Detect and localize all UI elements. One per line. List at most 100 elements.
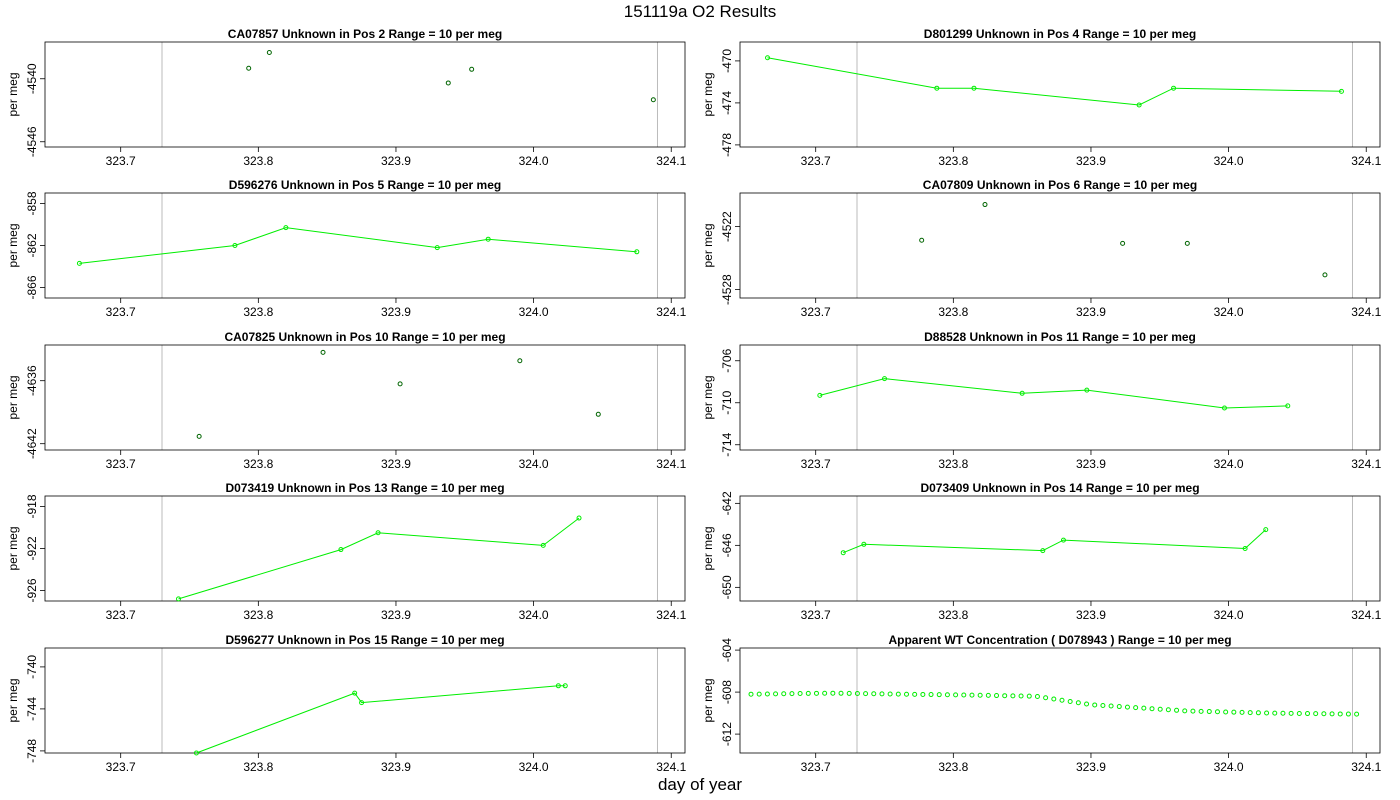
data-point (977, 692, 983, 698)
data-point (1231, 709, 1237, 715)
panel-title: D596277 Unknown in Pos 15 Range = 10 per… (225, 633, 504, 647)
data-point (485, 236, 491, 242)
x-tick-label: 324.1 (656, 457, 686, 471)
x-tick-label: 323.8 (938, 760, 968, 774)
x-tick-label: 323.7 (106, 760, 136, 774)
data-point (1263, 527, 1269, 533)
y-tick-label: -4642 (25, 428, 39, 459)
x-tick-label: 323.8 (243, 457, 273, 471)
data-point (871, 691, 877, 697)
series-line (196, 685, 566, 754)
plot-frame (44, 344, 686, 451)
x-tick-label: 323.7 (801, 305, 831, 319)
data-point (1280, 710, 1286, 716)
series-line (819, 378, 1288, 409)
data-point (1285, 403, 1291, 409)
y-axis-label: per meg (6, 526, 20, 570)
y-tick-label: -706 (720, 348, 734, 372)
data-point (1059, 697, 1065, 703)
y-tick-label: -744 (25, 697, 39, 721)
plot-frame (739, 495, 1381, 602)
data-point (434, 245, 440, 251)
x-tick-label: 324.0 (519, 760, 549, 774)
x-tick-label: 323.8 (243, 305, 273, 319)
data-point (562, 683, 568, 689)
y-tick-label: -918 (25, 494, 39, 518)
x-tick-label: 324.0 (519, 305, 549, 319)
data-point (1182, 708, 1188, 714)
data-point (756, 691, 762, 697)
data-point (576, 515, 582, 521)
panel-3: D596276 Unknown in Pos 5 Range = 10 per … (6, 178, 687, 319)
panel-title: D88528 Unknown in Pos 11 Range = 10 per … (924, 330, 1196, 344)
data-point (895, 691, 901, 697)
x-tick-label: 323.8 (243, 608, 273, 622)
data-point (1337, 711, 1343, 717)
data-point (650, 97, 656, 103)
data-point (920, 691, 926, 697)
plot-frame (44, 647, 686, 754)
x-tick-label: 323.7 (106, 154, 136, 168)
data-point (936, 692, 942, 698)
series-line (767, 57, 1342, 106)
panel-title: CA07825 Unknown in Pos 10 Range = 10 per… (224, 330, 505, 344)
data-point (1067, 699, 1073, 705)
data-point (1092, 702, 1098, 708)
data-point (266, 50, 272, 55)
y-tick-label: -714 (720, 432, 734, 456)
plot-frame (44, 192, 686, 299)
panel-6: D88528 Unknown in Pos 11 Range = 10 per … (701, 330, 1382, 471)
x-tick-label: 323.7 (106, 305, 136, 319)
data-point (854, 691, 860, 697)
y-axis-label: per meg (6, 223, 20, 267)
data-point (1296, 710, 1302, 716)
x-tick-label: 323.7 (801, 154, 831, 168)
data-point (846, 690, 852, 696)
data-point (338, 547, 344, 553)
y-tick-label: -748 (25, 739, 39, 763)
data-point (813, 690, 819, 696)
data-point (1322, 272, 1328, 278)
x-tick-label: 324.0 (519, 457, 549, 471)
data-point (994, 693, 1000, 699)
data-point (352, 690, 358, 696)
data-point (748, 691, 754, 697)
data-point (1223, 709, 1229, 715)
plot-frame (739, 647, 1381, 754)
y-tick-label: -4546 (25, 126, 39, 157)
panel-8: D073409 Unknown in Pos 14 Range = 10 per… (701, 481, 1382, 622)
data-point (805, 690, 811, 696)
x-tick-label: 323.7 (801, 457, 831, 471)
y-tick-label: -4540 (25, 63, 39, 94)
series-line (843, 529, 1267, 554)
data-point (944, 692, 950, 698)
x-tick-label: 324.0 (1214, 457, 1244, 471)
x-tick-label: 323.8 (938, 608, 968, 622)
data-point (861, 541, 867, 547)
data-point (773, 691, 779, 697)
x-tick-label: 323.9 (381, 154, 411, 168)
data-point (912, 691, 918, 697)
panel-1: CA07857 Unknown in Pos 2 Range = 10 per … (6, 27, 687, 168)
panel-title: CA07857 Unknown in Pos 2 Range = 10 per … (228, 27, 502, 41)
data-point (320, 349, 326, 355)
data-point (887, 691, 893, 697)
x-tick-label: 324.1 (656, 760, 686, 774)
data-point (1034, 694, 1040, 700)
x-tick-label: 324.1 (1351, 608, 1381, 622)
x-tick-label: 323.8 (938, 305, 968, 319)
data-point (1247, 710, 1253, 716)
y-axis-label: per meg (701, 678, 715, 722)
panel-title: Apparent WT Concentration ( D078943 ) Ra… (888, 633, 1231, 647)
panel-2: D801299 Unknown in Pos 4 Range = 10 per … (701, 27, 1382, 168)
plot-frame (44, 495, 686, 602)
data-point (540, 542, 546, 548)
x-tick-label: 324.1 (1351, 760, 1381, 774)
y-tick-label: -862 (25, 233, 39, 257)
data-point (1100, 702, 1106, 708)
data-point (919, 237, 925, 243)
series-line (178, 517, 580, 600)
data-point (1084, 701, 1090, 707)
data-point (1338, 88, 1344, 94)
x-tick-label: 324.1 (656, 154, 686, 168)
